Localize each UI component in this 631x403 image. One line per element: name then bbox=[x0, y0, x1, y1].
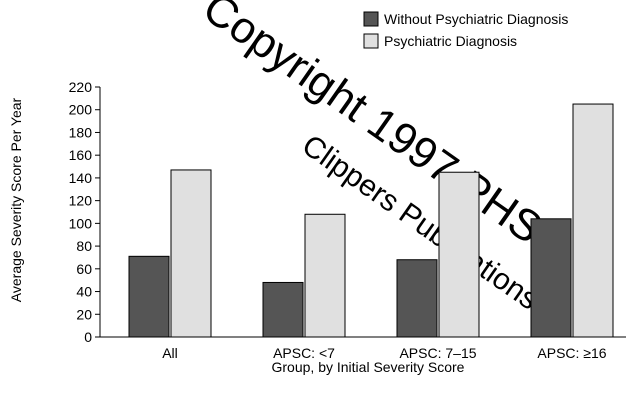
legend-label: Psychiatric Diagnosis bbox=[384, 33, 517, 49]
bars bbox=[128, 103, 614, 338]
y-tick-label: 80 bbox=[76, 238, 92, 254]
x-tick-label: APSC: ≥16 bbox=[537, 345, 606, 361]
bar bbox=[438, 171, 480, 338]
bar bbox=[170, 169, 212, 338]
y-tick-label: 100 bbox=[69, 215, 93, 231]
y-axis-title: Average Severity Score Per Year bbox=[8, 97, 24, 302]
bar bbox=[304, 213, 346, 338]
bar bbox=[396, 259, 438, 338]
x-axis-title: Group, by Initial Severity Score bbox=[272, 359, 465, 375]
bar bbox=[128, 255, 170, 338]
x-tick-label: APSC: <7 bbox=[273, 345, 335, 361]
y-axis: 0 20 40 60 80 100 120 140 160 180 200 220 bbox=[69, 79, 101, 345]
legend-swatch bbox=[363, 33, 379, 49]
x-tick-label: APSC: 7–15 bbox=[399, 345, 476, 361]
bar bbox=[572, 103, 614, 338]
bar bbox=[530, 218, 572, 338]
y-tick-label: 60 bbox=[76, 261, 92, 277]
x-tick-label: All bbox=[162, 345, 178, 361]
legend-swatch bbox=[363, 11, 379, 27]
y-tick-label: 200 bbox=[69, 102, 93, 118]
y-tick-label: 160 bbox=[69, 147, 93, 163]
y-tick-label: 20 bbox=[76, 306, 92, 322]
y-tick-label: 40 bbox=[76, 284, 92, 300]
x-axis: All APSC: <7 APSC: 7–15 APSC: ≥16 bbox=[100, 336, 626, 361]
legend: Without Psychiatric Diagnosis Psychiatric… bbox=[363, 11, 568, 49]
legend-label: Without Psychiatric Diagnosis bbox=[384, 11, 568, 27]
y-tick-label: 0 bbox=[84, 329, 92, 345]
y-tick-label: 140 bbox=[69, 170, 93, 186]
y-tick-label: 180 bbox=[69, 124, 93, 140]
y-tick-label: 120 bbox=[69, 193, 93, 209]
bar bbox=[262, 281, 304, 338]
y-tick-label: 220 bbox=[69, 79, 93, 95]
